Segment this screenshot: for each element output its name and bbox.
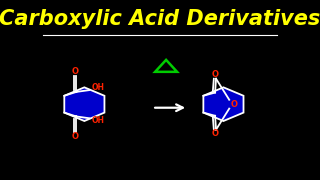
- Polygon shape: [204, 87, 244, 121]
- Text: O: O: [231, 100, 238, 109]
- Text: O: O: [212, 129, 219, 138]
- Polygon shape: [64, 87, 104, 121]
- Text: O: O: [72, 132, 79, 141]
- Text: OH: OH: [92, 116, 105, 125]
- Text: Carboxylic Acid Derivatives: Carboxylic Acid Derivatives: [0, 9, 320, 29]
- Text: OH: OH: [92, 84, 105, 93]
- Text: O: O: [72, 67, 79, 76]
- Text: O: O: [212, 70, 219, 79]
